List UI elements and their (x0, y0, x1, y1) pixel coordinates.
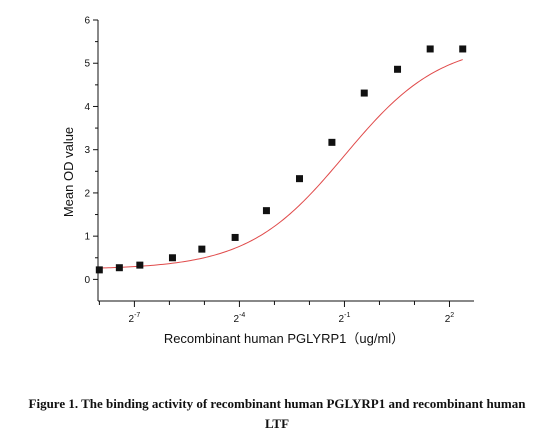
data-point (168, 254, 176, 262)
y-tick-label: 6 (84, 16, 90, 27)
caption-line-2: LTF (264, 416, 290, 431)
data-point (459, 45, 467, 53)
y-tick-label: 3 (84, 145, 90, 156)
x-tick-label: 2-4 (234, 312, 246, 325)
data-point (394, 65, 402, 73)
data-point (328, 138, 336, 146)
data-point (231, 233, 239, 241)
chart: 0 1 2 3 4 5 6 2-7 2-4 2-1 22 Recombinant human PG… (61, 16, 474, 346)
data-point (426, 45, 434, 53)
y-tick-label: 1 (84, 232, 90, 243)
caption-line-1: Figure 1. The binding activity of recomb… (28, 396, 526, 411)
data-point (198, 245, 206, 253)
x-tick-label: 2-7 (129, 312, 141, 325)
y-tick-label: 0 (84, 275, 90, 286)
y-tick-label: 2 (84, 188, 90, 199)
y-tick-label: 5 (84, 59, 90, 70)
data-point (295, 175, 303, 183)
y-axis: 0 1 2 3 4 5 6 (84, 16, 99, 301)
y-tick-label: 4 (84, 102, 90, 113)
y-axis-title: Mean OD value (61, 127, 76, 217)
data-point (360, 89, 368, 97)
x-tick-label: 2-1 (339, 312, 351, 325)
fit-curve (99, 59, 463, 269)
x-axis-title: Recombinant human PGLYRP1（ug/ml） (164, 331, 404, 346)
data-point (136, 261, 144, 269)
x-axis: 2-7 2-4 2-1 22 (98, 300, 474, 325)
data-point (95, 266, 103, 274)
data-point (262, 207, 270, 215)
data-point (115, 264, 123, 272)
x-tick-label: 22 (445, 312, 455, 325)
figure-caption: Figure 1. The binding activity of recomb… (0, 394, 554, 434)
